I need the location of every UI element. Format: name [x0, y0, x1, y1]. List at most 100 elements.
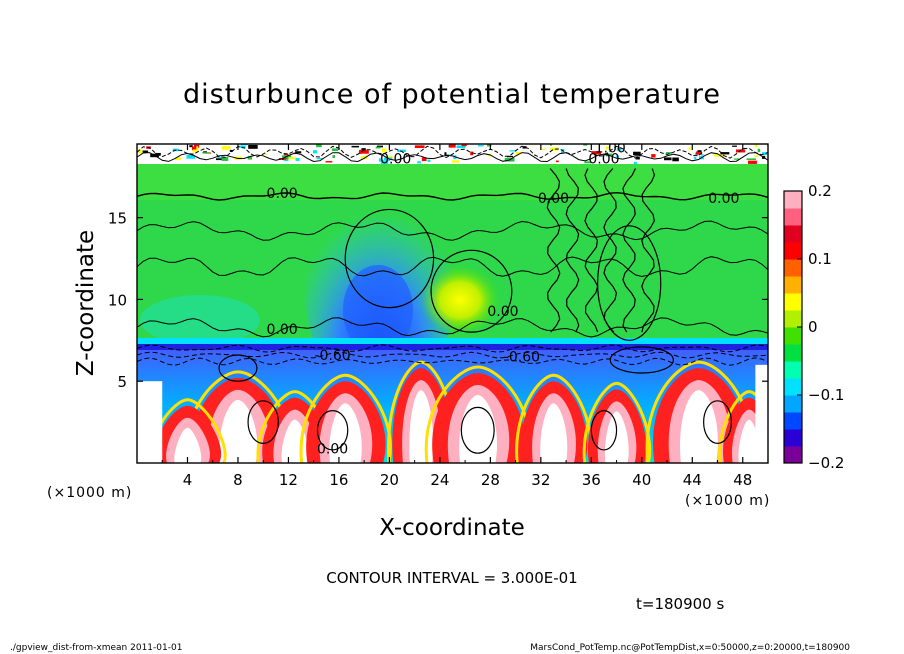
plumes [137, 360, 768, 463]
noise-speck [522, 146, 527, 149]
noise-speck [732, 145, 737, 147]
noise-speck [221, 157, 229, 161]
noise-speck [248, 144, 258, 149]
colorbar-tick-label-3: −0.1 [808, 386, 844, 404]
contour-loop-0 [344, 208, 435, 309]
noise-speck [421, 157, 427, 162]
noise-speck [591, 151, 601, 155]
contour-loop-3 [218, 354, 258, 382]
time-label: t=180900 s [636, 595, 724, 613]
noise-speck [313, 150, 317, 154]
contour-line [137, 317, 768, 338]
blue-column-core [343, 265, 413, 355]
noise-speck [351, 145, 360, 148]
noise-speck [202, 152, 211, 154]
colorbar-swatch-9 [784, 293, 802, 311]
contour-loop-7 [460, 406, 495, 454]
contour-lines [137, 145, 768, 454]
colorbar-swatch-10 [784, 276, 802, 294]
y-axis-title: Z-coordinate [73, 230, 99, 376]
x-tick-label-1: 8 [233, 471, 243, 489]
contour-noisy [641, 168, 656, 333]
noise-speck [295, 151, 302, 154]
contour-loop-6 [247, 400, 279, 444]
colorbar-ticks: 0.2 0.1 0 −0.1 −0.2 [797, 182, 844, 472]
contour-interval-label: CONTOUR INTERVAL = 3.000E-01 [326, 569, 577, 587]
y-tick-label-1: 10 [108, 291, 127, 309]
contour-loop-8 [590, 410, 618, 451]
x-tick-label-6: 28 [481, 471, 500, 489]
plume-edge-9 [718, 390, 768, 463]
plume-core-7 [680, 390, 718, 463]
noise-speck [633, 151, 641, 156]
contour-label-4: 0.00 [588, 152, 619, 168]
noise-speck [316, 158, 324, 160]
x-tick-label-9: 40 [632, 471, 651, 489]
x-tick-label-4: 20 [380, 471, 399, 489]
noise-speck [221, 146, 231, 150]
noise-speck [461, 144, 467, 147]
footer-left: ./gpview_dist-from-xmean 2011-01-01 [10, 643, 182, 653]
noise-speck [283, 153, 289, 156]
noise-speck [605, 153, 613, 157]
noise-speck [238, 145, 246, 148]
noise-speck [247, 156, 253, 160]
transition-stripe [137, 338, 768, 346]
noise-speck [451, 160, 460, 163]
contour-loop-4 [609, 346, 674, 374]
x-axis-unit: (×1000 m) [685, 493, 770, 509]
noise-speck [477, 144, 484, 147]
noise-speck [615, 155, 619, 158]
noise-speck [229, 149, 233, 152]
contour-label-0: 0.00 [380, 152, 411, 168]
plot-frame [136, 143, 769, 464]
noise-speck [385, 156, 394, 159]
x-tick-label-11: 48 [733, 471, 752, 489]
noise-speck [635, 156, 640, 160]
plume-core-2 [329, 403, 362, 463]
noise-speck [186, 154, 196, 159]
colorbar-swatch-13 [784, 225, 802, 243]
noise-speck [295, 158, 300, 161]
colorbar-swatch-12 [784, 242, 802, 260]
colorbar-swatch-1 [784, 429, 802, 447]
colorbar-tick-label-0: 0.2 [808, 182, 832, 200]
left-white-patch [137, 381, 163, 463]
contour-label-5: 1.00 [595, 140, 626, 156]
noise-speck [688, 147, 691, 151]
noise-speck [697, 150, 702, 152]
noise-speck [748, 160, 757, 164]
plume-core-6 [604, 411, 629, 463]
colorbar-swatch-8 [784, 310, 802, 328]
noise-speck [746, 158, 756, 161]
noise-speck [360, 155, 368, 160]
noise-speck [316, 144, 322, 148]
contour-label-8: -0.60 [314, 348, 350, 364]
noise-speck [380, 160, 389, 164]
noise-speck [141, 150, 149, 153]
colorbar-swatch-14 [784, 208, 802, 226]
noise-speck [192, 149, 199, 153]
contour-label-10: 0.00 [317, 441, 348, 457]
noise-speck [550, 147, 559, 151]
noise-speck [672, 157, 679, 162]
plume-edge-2 [299, 373, 392, 463]
colorbar-swatch-5 [784, 361, 802, 379]
contour-line [137, 344, 768, 353]
noise-speck [605, 146, 611, 150]
noise-speck [446, 154, 450, 156]
noise-speck [138, 149, 143, 154]
colorbar-tick-label-4: −0.2 [808, 454, 844, 472]
contour-label-7: 0.00 [487, 304, 518, 320]
contour-noisy [565, 168, 580, 333]
plume-core-9 [738, 419, 761, 463]
x-ticks: 4 8 12 16 20 24 28 32 36 40 44 48 [161, 144, 752, 489]
noise-speck [666, 152, 672, 154]
noise-speck [515, 151, 521, 155]
noise-speck [378, 158, 383, 162]
contour-label-9: -0.60 [504, 350, 540, 366]
noise-speck [397, 149, 406, 153]
contour-line [137, 152, 768, 163]
noise-speck [417, 161, 421, 164]
noise-speck [693, 156, 697, 160]
